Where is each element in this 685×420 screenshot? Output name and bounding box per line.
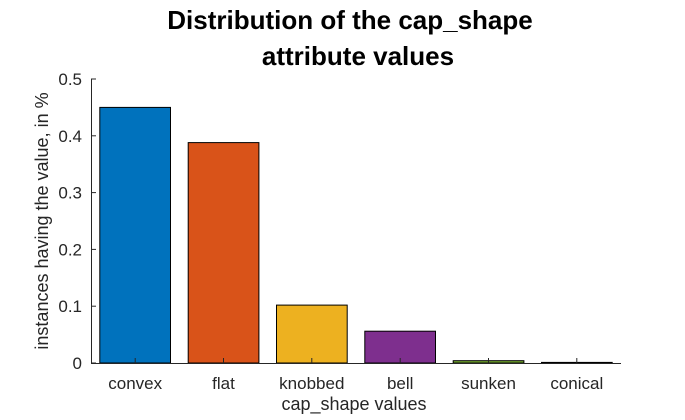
y-tick-label: 0.1	[58, 297, 82, 316]
y-tick-label: 0.4	[58, 127, 82, 146]
x-axis-label: cap_shape values	[281, 394, 426, 415]
bar-bell	[364, 330, 436, 364]
x-tick-label: conical	[550, 374, 603, 393]
bars-group	[99, 106, 613, 364]
x-tick-label: knobbed	[279, 374, 344, 393]
bar-knobbed	[276, 304, 348, 364]
bar-convex	[99, 106, 171, 364]
chart-title-line-1: Distribution of the cap_shape	[167, 5, 533, 35]
x-tick-label: convex	[108, 374, 162, 393]
bar-flat	[187, 142, 260, 364]
x-ticks-group: convex flat knobbed bell sunken conical	[108, 358, 603, 393]
x-tick-label: sunken	[461, 374, 516, 393]
y-tick-label: 0	[73, 354, 82, 373]
y-tick-label: 0.5	[58, 70, 82, 89]
y-ticks-group: 0 0.1 0.2 0.3 0.4 0.5	[58, 70, 96, 373]
x-tick-label: bell	[387, 374, 413, 393]
x-tick-label: flat	[212, 374, 235, 393]
chart-title-line-2: attribute values	[262, 41, 454, 71]
y-axis-label: instances having the value, in %	[32, 92, 52, 349]
y-tick-label: 0.3	[58, 184, 82, 203]
y-tick-label: 0.2	[58, 240, 82, 259]
